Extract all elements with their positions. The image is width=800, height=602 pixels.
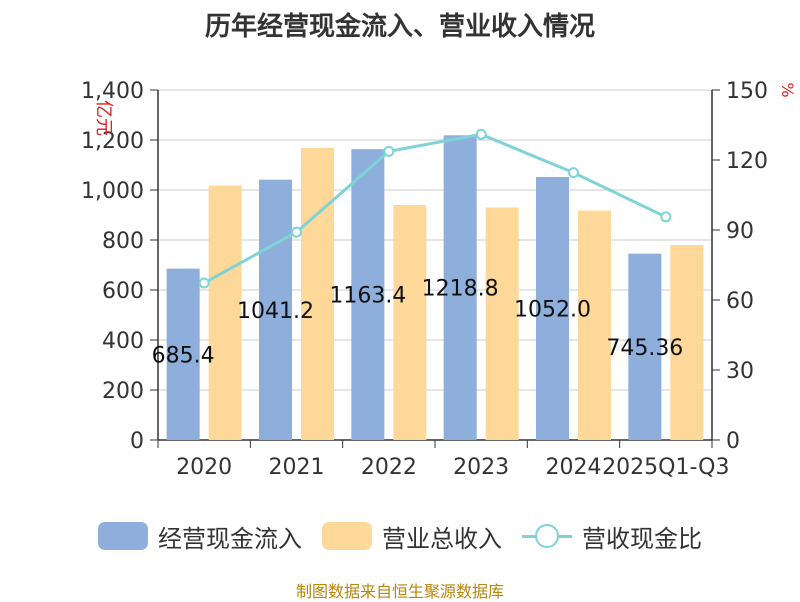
- right-axis-tick-label: 60: [726, 289, 754, 314]
- bar-cash-inflow: [259, 179, 292, 440]
- bar-cash-inflow: [443, 135, 477, 441]
- right-axis-tick-label: 0: [726, 429, 740, 454]
- bar-cash-inflow: [166, 268, 200, 440]
- data-label-cash-inflow: 1052.0: [514, 298, 591, 323]
- x-axis-tick-label: 2021: [269, 455, 325, 480]
- legend-item-cash-ratio[interactable]: 营收现金比: [522, 514, 702, 558]
- left-axis-tick-label: 400: [102, 329, 144, 354]
- x-axis-tick-label: 2024: [546, 455, 602, 480]
- point-cash-ratio: [198, 277, 210, 289]
- left-axis-tick-label: 200: [102, 379, 144, 404]
- left-axis-tick-label: 800: [102, 229, 144, 254]
- legend-swatch-cash-inflow: [98, 522, 148, 550]
- legend-label-cash-ratio: 营收现金比: [582, 524, 702, 553]
- right-axis-tick-label: 90: [726, 219, 754, 244]
- bar-cash-inflow: [351, 149, 385, 440]
- legend-label-revenue: 营业总收入: [382, 524, 502, 553]
- x-axis-tick-label: 2023: [453, 455, 509, 480]
- right-axis-tick-label: 120: [726, 149, 768, 174]
- bar-cash-inflow: [536, 177, 569, 440]
- bar-revenue: [670, 245, 704, 440]
- x-axis-tick-label: 2022: [361, 455, 417, 480]
- legend-label-cash-inflow: 经营现金流入: [158, 524, 302, 553]
- left-axis-tick-label: 600: [102, 279, 144, 304]
- source-note: 制图数据来自恒生聚源数据库: [295, 582, 504, 601]
- right-axis-tick-label: 30: [726, 359, 754, 384]
- bar-revenue: [485, 207, 519, 440]
- data-label-cash-inflow: 1218.8: [422, 277, 499, 302]
- legend: 经营现金流入 营业总收入 营收现金比: [0, 514, 800, 558]
- point-cash-ratio: [568, 167, 579, 179]
- data-label-cash-inflow: 1041.2: [237, 299, 314, 324]
- legend-item-revenue[interactable]: 营业总收入: [322, 514, 502, 558]
- legend-item-cash-inflow[interactable]: 经营现金流入: [98, 514, 302, 558]
- data-label-cash-inflow: 745.36: [606, 336, 683, 361]
- point-cash-ratio: [383, 145, 395, 157]
- bar-revenue: [578, 210, 611, 440]
- bar-revenue: [393, 205, 427, 440]
- chart-title: 历年经营现金流入、营业收入情况: [204, 12, 595, 42]
- point-cash-ratio: [475, 128, 487, 140]
- line-cash-ratio: [203, 132, 667, 285]
- bar-revenue: [208, 185, 242, 440]
- point-cash-ratio: [291, 226, 302, 238]
- left-axis-tick-label: 0: [130, 429, 144, 454]
- x-axis-tick-label: 2020: [176, 455, 232, 480]
- bar-cash-inflow: [628, 253, 662, 440]
- legend-line-marker-icon: [522, 522, 572, 550]
- data-label-cash-inflow: 1163.4: [329, 284, 406, 309]
- left-axis-tick-label: 1,400: [81, 79, 144, 104]
- left-axis-unit-label: 亿元: [93, 100, 114, 136]
- left-axis-tick-label: 1,000: [81, 179, 144, 204]
- x-axis-tick-label: 2025Q1-Q3: [602, 455, 729, 480]
- left-axis-tick-label: 1,200: [81, 129, 144, 154]
- data-label-cash-inflow: 685.4: [152, 343, 215, 368]
- bar-revenue: [301, 148, 334, 440]
- legend-swatch-revenue: [322, 522, 372, 550]
- right-axis-tick-label: 150: [726, 79, 768, 104]
- point-cash-ratio: [660, 211, 672, 223]
- right-axis-unit-label: %: [778, 82, 797, 97]
